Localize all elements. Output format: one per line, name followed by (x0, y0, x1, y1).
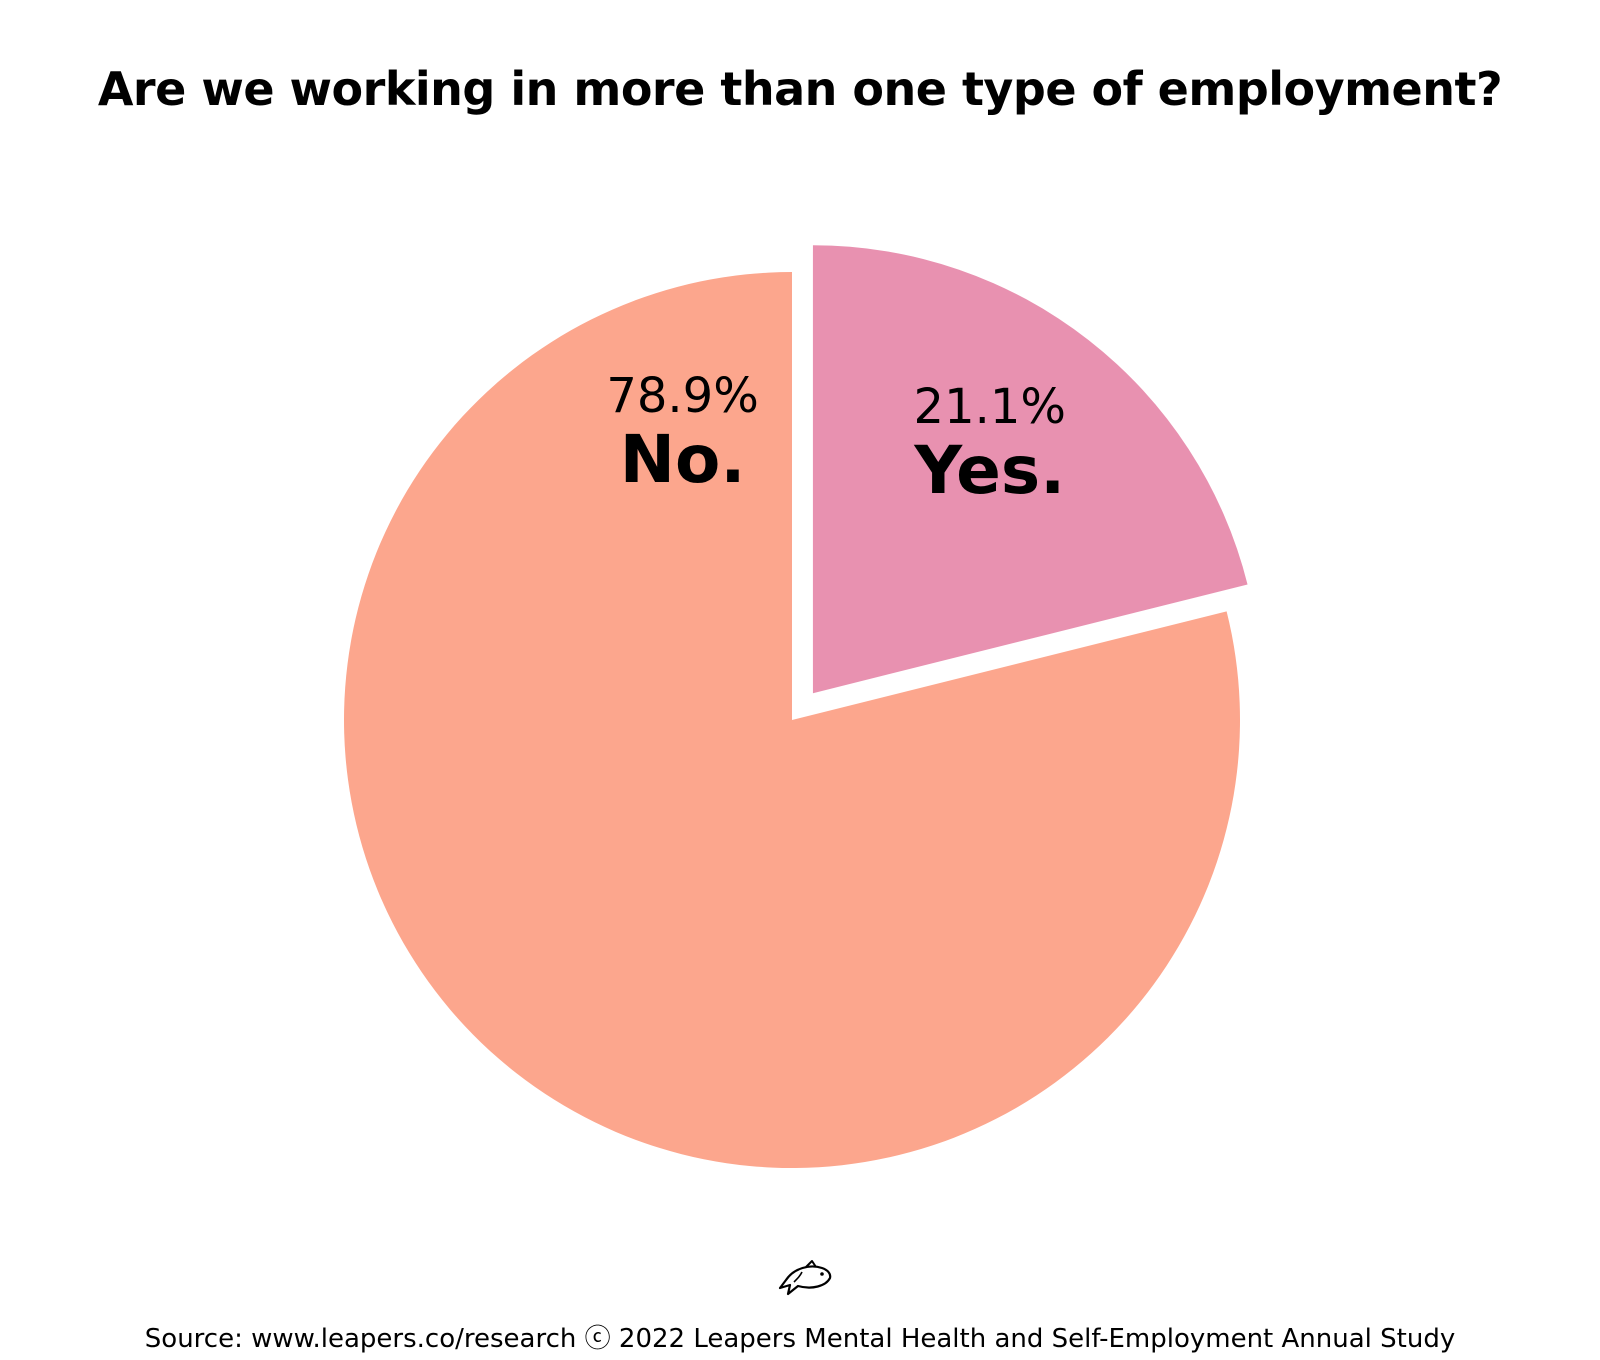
source-note: Source: www.leapers.co/research ⓒ 2022 L… (144, 1324, 1456, 1354)
chart-title: Are we working in more than one type of … (97, 62, 1503, 116)
slice-value-label: 21.1% (914, 379, 1066, 435)
pie-slice-yes (812, 245, 1248, 694)
fish-icon (778, 1260, 832, 1296)
slice-category-label: No. (620, 421, 746, 498)
slice-value-label: 78.9% (606, 368, 758, 424)
pie-slice-no (344, 272, 1240, 1168)
slice-category-label: Yes. (913, 432, 1065, 509)
